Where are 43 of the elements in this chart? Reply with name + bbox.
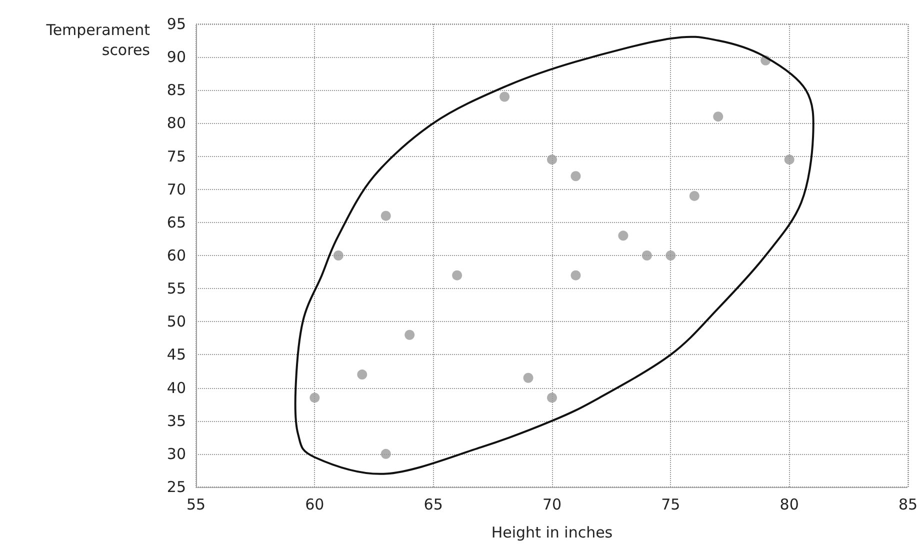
point	[570, 270, 581, 280]
point	[547, 392, 557, 403]
y-tick-label: 40	[166, 378, 186, 397]
point	[784, 154, 794, 165]
y-tick-label: 50	[166, 312, 186, 331]
x-tick-label: 55	[186, 496, 206, 514]
y-tick-label: 30	[166, 444, 186, 463]
y-tick-label: 70	[166, 180, 186, 198]
y-tick-label: 85	[166, 81, 186, 100]
point	[689, 190, 700, 201]
x-tick-label: 75	[661, 496, 680, 514]
point	[500, 92, 510, 102]
point	[570, 171, 581, 182]
x-tick-label: 60	[305, 496, 324, 514]
point	[357, 370, 368, 380]
point	[452, 270, 462, 280]
x-tick-label: 70	[542, 496, 562, 514]
point	[333, 250, 344, 260]
y-tick-label: 95	[166, 15, 186, 33]
y-tick-label: 60	[166, 246, 186, 264]
point	[380, 210, 391, 221]
point	[618, 230, 628, 241]
y-tick-label: 45	[166, 346, 186, 364]
point	[523, 372, 534, 383]
point	[404, 330, 415, 340]
x-tick-label: 85	[898, 496, 918, 514]
y-tick-label: 55	[166, 280, 186, 298]
x-axis-title: Height in inches	[491, 524, 613, 542]
y-axis-title: Temperament scores	[45, 20, 150, 60]
point	[547, 154, 557, 165]
point	[380, 448, 391, 459]
point	[713, 112, 724, 122]
point	[310, 392, 320, 403]
y-tick-label: 65	[166, 213, 186, 232]
point	[642, 250, 652, 260]
y-tick-label: 80	[166, 114, 186, 132]
y-tick-label: 75	[166, 147, 186, 166]
y-tick-label: 90	[166, 48, 186, 66]
x-tick-label: 80	[780, 496, 799, 514]
point	[666, 250, 676, 260]
y-tick-label: 35	[166, 412, 186, 430]
x-tick-label: 65	[424, 496, 443, 514]
y-tick-label: 25	[166, 478, 186, 496]
